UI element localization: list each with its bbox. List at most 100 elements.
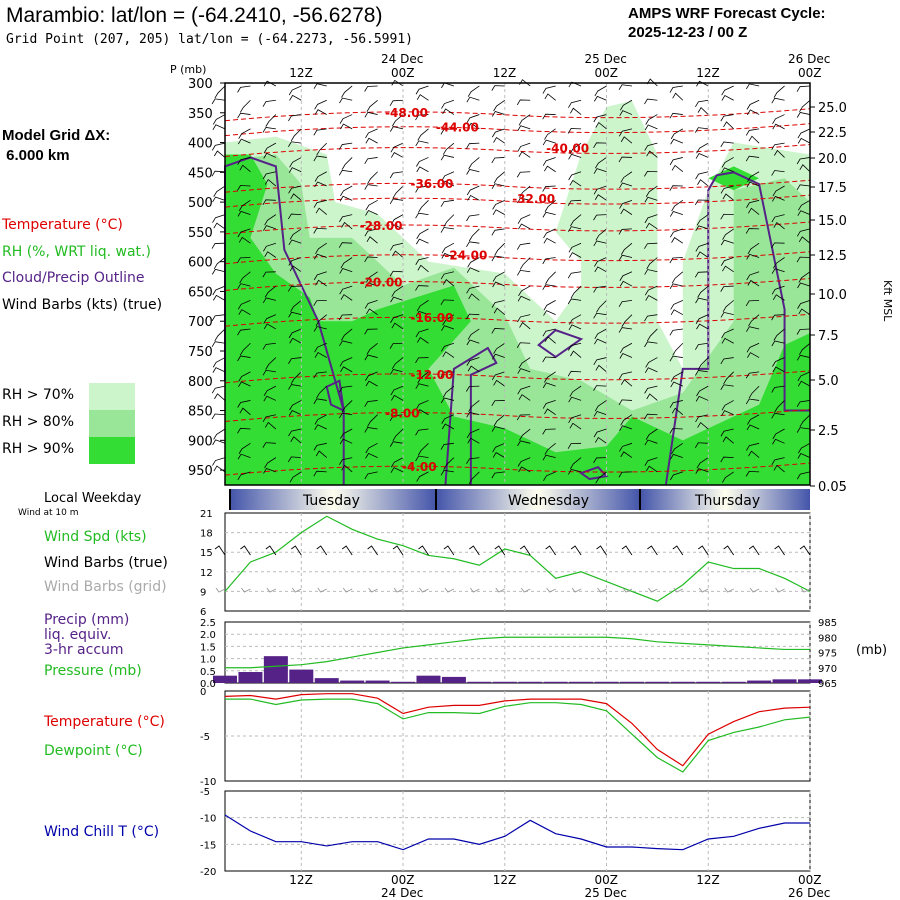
legend-rh80: RH > 80%: [2, 414, 75, 430]
wind-barb: [237, 355, 251, 362]
wind-barb: [263, 385, 277, 397]
wind-barb: [365, 137, 378, 144]
wind-barb: [746, 253, 760, 260]
wind-barb: [798, 308, 811, 316]
wind-barb: [314, 352, 327, 358]
forecast-cycle-line1: AMPS WRF Forecast Cycle:: [628, 5, 826, 22]
grid-wind-barb: [469, 587, 480, 593]
wind-barb: [518, 357, 531, 369]
wind-barb: [263, 395, 277, 402]
wind-barb: [644, 98, 658, 105]
wind-barb: [212, 214, 226, 223]
surface-wind-barb: [596, 545, 607, 556]
wind-barb: [211, 341, 226, 347]
wind-barb: [491, 471, 505, 479]
wind-barb: [391, 285, 404, 297]
wind-barb: [568, 324, 582, 331]
wind-barb: [339, 268, 353, 274]
pressure-tick-label: 975: [818, 649, 837, 660]
wind-barb: [339, 214, 353, 223]
bottom-date-label: 25 Dec: [585, 886, 627, 900]
grid-wind-barb: [419, 587, 429, 593]
wind-barb: [618, 299, 633, 307]
wind-barb: [773, 464, 785, 473]
grid-wind-barb: [673, 587, 684, 593]
wind-barb: [773, 222, 785, 230]
wind-barb: [619, 271, 633, 282]
local-weekday-label: Local Weekday: [44, 491, 142, 506]
wind-barb: [518, 151, 531, 158]
wind-barb: [339, 438, 353, 445]
wind-barb: [415, 212, 429, 219]
wind-barb: [339, 285, 353, 295]
precip-panel-tick-label: 2.5: [200, 618, 216, 629]
wind-barb: [722, 471, 734, 483]
wind-barb: [644, 439, 658, 446]
wind-barb: [519, 428, 531, 441]
legend-precip-line3: 3-hr accum: [44, 642, 124, 658]
pressure-tick-label: 300: [188, 77, 213, 92]
wind-barb: [491, 328, 505, 334]
wind-barb: [415, 285, 429, 291]
wind-barb: [491, 228, 505, 236]
grid-point-subtitle: Grid Point (207, 205) lat/lon = (-64.227…: [6, 32, 413, 47]
wind-barb: [695, 99, 709, 108]
wind-barb: [671, 407, 684, 416]
wind-barb: [288, 311, 302, 318]
surface-wind-barb: [672, 545, 684, 556]
wind-barb: [669, 400, 683, 408]
surface-wind-barb: [392, 545, 404, 556]
wind-barb: [669, 85, 683, 93]
surface-wind-barb: [647, 545, 658, 556]
wind-barb: [644, 269, 658, 275]
wind-barb: [697, 179, 709, 187]
wind-barb: [593, 410, 607, 417]
precip-bar: [289, 669, 314, 683]
wind-barb: [720, 357, 734, 365]
wind-barb: [568, 469, 582, 475]
wind-barb: [669, 471, 683, 481]
wind-barb: [721, 328, 734, 339]
wind-barb: [263, 152, 277, 159]
weekday-segment: [436, 489, 640, 510]
bottom-date-label: 24 Dec: [381, 886, 423, 900]
wind-barb: [516, 242, 531, 250]
wind-barb: [797, 371, 811, 382]
precip-panel-frame: [224, 621, 811, 684]
wind-barb: [670, 138, 683, 145]
wind-barb: [620, 379, 633, 387]
wind-barb: [238, 442, 251, 454]
wind-barb: [364, 427, 378, 433]
wind-barb: [415, 257, 429, 265]
wind-barb: [466, 428, 480, 439]
wind-barb: [364, 282, 378, 289]
wind-barb: [238, 128, 251, 139]
rh-legend-swatch: [89, 410, 135, 437]
surface-wind-barb: [418, 545, 429, 556]
wind-barb: [722, 228, 734, 240]
wind-barb: [721, 85, 734, 96]
wind-barb: [263, 314, 277, 324]
wind-barb: [468, 157, 480, 170]
precip-bar: [467, 681, 492, 683]
precip-bar: [238, 672, 263, 683]
wind-speed-panel-tick-label: 21: [200, 509, 213, 520]
wind-barb: [314, 171, 327, 182]
wind-barb: [771, 142, 785, 150]
wind-barb: [796, 427, 811, 433]
forecast-cycle-line2: 2025-12-23 / 00 Z: [628, 24, 748, 41]
grid-wind-barb: [266, 587, 277, 593]
wind-barb: [288, 167, 302, 173]
wind-barb: [568, 153, 582, 160]
wind-barb: [695, 414, 709, 423]
wind-barb: [620, 242, 633, 255]
wind-barb: [645, 294, 658, 301]
wind-barb: [594, 328, 607, 340]
wind-barb: [542, 356, 556, 363]
precip-panel: [213, 621, 822, 684]
wind-barb: [365, 380, 378, 387]
wind-barb: [440, 154, 455, 161]
wind-barb: [568, 99, 582, 108]
wind-barb: [720, 456, 734, 463]
wind-barb: [567, 298, 582, 305]
